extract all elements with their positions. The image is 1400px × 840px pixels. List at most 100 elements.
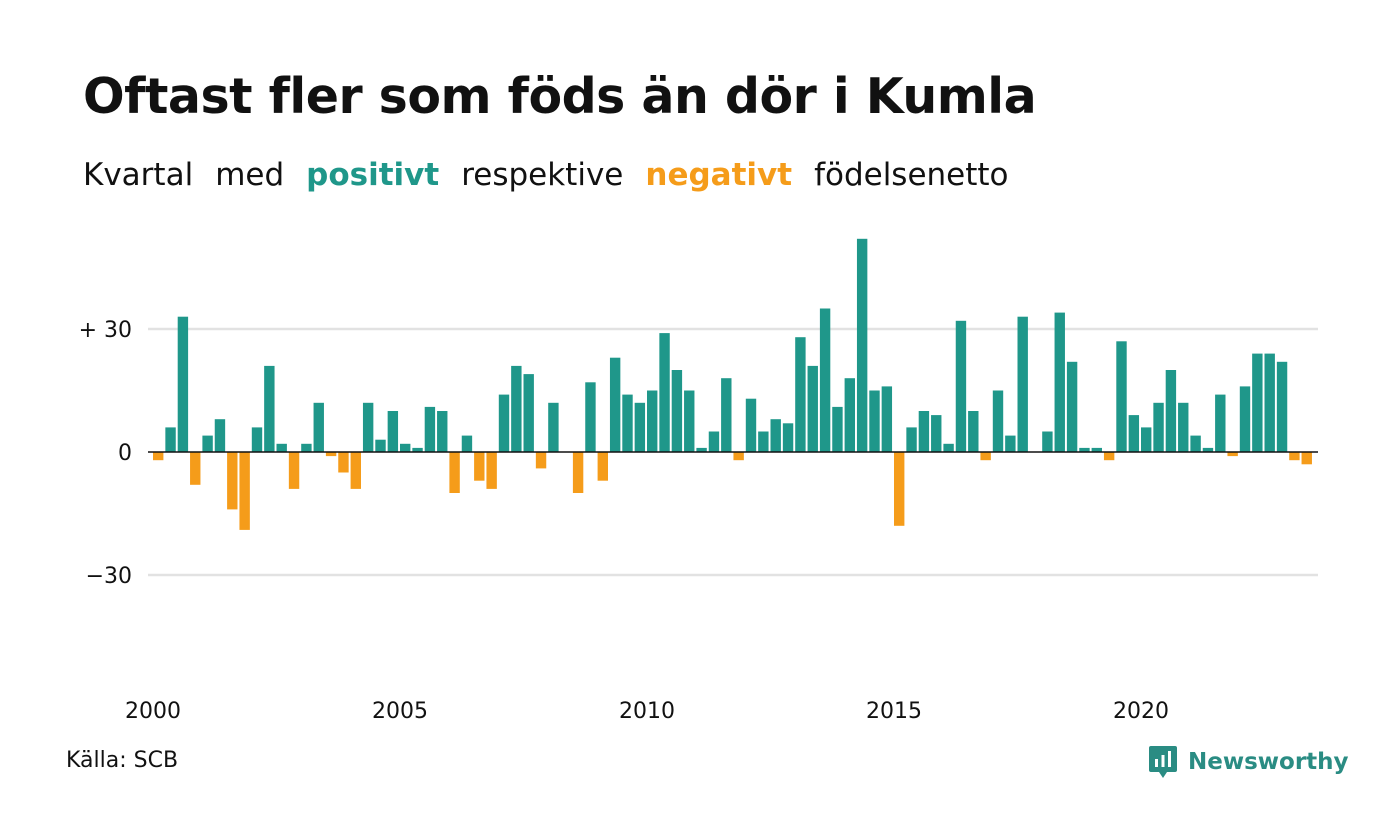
bar-positive xyxy=(1042,431,1053,452)
bar-positive xyxy=(177,316,189,452)
bar-positive xyxy=(264,365,275,452)
bar-positive xyxy=(1054,312,1065,452)
bar-negative xyxy=(1103,452,1115,461)
bar-positive xyxy=(362,402,374,452)
bar-negative xyxy=(1289,452,1300,461)
bar-positive xyxy=(918,411,930,452)
bar-positive xyxy=(1239,386,1251,452)
bar-negative xyxy=(190,452,201,485)
gridlines xyxy=(148,327,1318,577)
bar-positive xyxy=(609,357,621,452)
bar-positive xyxy=(721,378,732,452)
bar-positive xyxy=(869,390,880,452)
bar-positive xyxy=(795,337,806,452)
bar-negative xyxy=(597,452,608,481)
bar-positive xyxy=(906,427,917,452)
bars xyxy=(153,238,1312,530)
bar-positive xyxy=(1190,435,1201,452)
bar-positive xyxy=(1141,427,1152,452)
bar-positive xyxy=(708,431,720,452)
bar-positive xyxy=(523,374,534,452)
bar-positive xyxy=(1215,394,1226,452)
bar-negative xyxy=(894,452,905,526)
bar-positive xyxy=(387,411,399,452)
brand: Newsworthy xyxy=(1148,744,1349,780)
bar-negative xyxy=(486,452,497,489)
bar-positive xyxy=(832,406,843,452)
bar-positive xyxy=(1116,341,1127,452)
bar-negative xyxy=(350,452,361,489)
bar-positive xyxy=(1005,435,1016,452)
bar-positive xyxy=(461,435,473,452)
chart-subtitle: Kvartal med positivt respektive negativt föde… xyxy=(83,157,1031,194)
bar-negative xyxy=(535,452,547,469)
bar-negative xyxy=(153,452,164,461)
bar-negative xyxy=(1301,452,1312,465)
bar-negative xyxy=(980,452,991,461)
y-tick-label: −30 xyxy=(86,564,132,589)
bar-positive xyxy=(943,443,954,452)
bar-positive xyxy=(1202,447,1214,452)
bar-positive xyxy=(1017,316,1028,452)
bar-positive xyxy=(412,447,423,452)
bar-negative xyxy=(325,452,337,457)
subtitle-text-4: födelsenetto xyxy=(814,157,1009,193)
bar-positive xyxy=(881,386,893,452)
bar-positive xyxy=(955,320,967,452)
x-tick-label: 2010 xyxy=(619,699,675,724)
bar-positive xyxy=(931,415,942,452)
bar-positive xyxy=(585,382,596,452)
bar-negative xyxy=(733,452,744,461)
bar-negative xyxy=(338,452,349,473)
bar-positive xyxy=(313,402,324,452)
bar-positive xyxy=(202,435,213,452)
bar-positive xyxy=(251,427,263,452)
bar-positive xyxy=(1091,447,1102,452)
bar-positive xyxy=(498,394,510,452)
bar-positive xyxy=(301,443,312,452)
bar-positive xyxy=(758,431,769,452)
bar-positive xyxy=(276,443,287,452)
chart-title: Oftast fler som föds än dör i Kumla xyxy=(83,68,1037,125)
bar-positive xyxy=(807,365,818,452)
bar-positive xyxy=(684,390,695,452)
subtitle-text-1: Kvartal xyxy=(83,157,194,193)
bar-positive xyxy=(548,402,559,452)
bar-positive xyxy=(770,419,781,452)
bar-positive xyxy=(1165,370,1177,452)
subtitle-text-2: med xyxy=(215,157,285,193)
bar-positive xyxy=(1276,361,1288,452)
bar-positive xyxy=(844,378,855,452)
x-tick-label: 2005 xyxy=(372,699,428,724)
subtitle-text-3: respektive xyxy=(461,157,624,193)
bar-positive xyxy=(1153,402,1164,452)
bar-positive xyxy=(968,411,979,452)
bar-negative xyxy=(572,452,584,493)
bar-positive xyxy=(1079,447,1090,452)
legend-negative-label: negativt xyxy=(645,157,793,193)
bar-negative xyxy=(474,452,485,481)
y-tick-label: + 30 xyxy=(79,318,132,343)
bar-positive xyxy=(1128,415,1140,452)
axes: + 30 0 −30 2000 2005 2010 2015 2020 xyxy=(79,318,1318,724)
bar-negative xyxy=(239,452,250,530)
bar-negative xyxy=(1227,452,1238,457)
bar-positive xyxy=(671,370,683,452)
bar-positive xyxy=(992,390,1004,452)
x-tick-label: 2000 xyxy=(125,699,181,724)
brand-name: Newsworthy xyxy=(1188,749,1349,775)
source-note: Källa: SCB xyxy=(66,748,179,773)
x-tick-label: 2015 xyxy=(866,699,922,724)
y-tick-label: 0 xyxy=(118,441,132,466)
bar-positive xyxy=(634,402,646,452)
bar-negative xyxy=(227,452,238,510)
bar-negative xyxy=(449,452,460,493)
bar-positive xyxy=(511,365,522,452)
newsworthy-logo-icon xyxy=(1149,746,1177,778)
bar-positive xyxy=(696,447,707,452)
bar-positive xyxy=(424,406,436,452)
bar-negative xyxy=(288,452,300,489)
legend-positive-label: positivt xyxy=(306,157,440,193)
bar-positive xyxy=(622,394,633,452)
